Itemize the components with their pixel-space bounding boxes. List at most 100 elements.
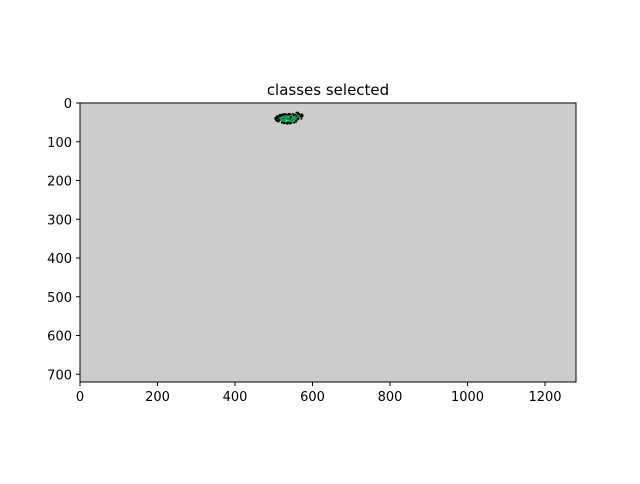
class-pixel <box>284 118 286 121</box>
class-pixel <box>297 116 300 119</box>
y-tick-label: 500 <box>47 291 72 306</box>
class-pixel <box>282 120 285 123</box>
plot-area <box>79 102 577 383</box>
class-pixel <box>292 113 295 115</box>
class-pixel <box>296 116 299 118</box>
class-pixel <box>274 117 276 119</box>
class-pixel <box>278 119 280 121</box>
class-pixel <box>295 111 298 114</box>
class-pixel <box>276 115 278 117</box>
y-tick-label: 700 <box>47 368 72 383</box>
y-tick-label: 600 <box>47 330 72 345</box>
class-pixel <box>293 116 295 118</box>
class-pixel <box>282 118 284 120</box>
class-pixel <box>291 114 294 117</box>
class-pixel <box>298 113 301 115</box>
class-pixel <box>297 111 299 114</box>
class-pixel <box>299 115 302 118</box>
class-pixel <box>289 116 292 118</box>
class-pixel <box>286 113 288 116</box>
x-tick-label: 200 <box>145 390 170 405</box>
x-tick-label: 600 <box>300 390 325 405</box>
plot-frame <box>79 102 577 383</box>
class-pixel <box>298 115 300 118</box>
class-pixel <box>294 114 296 116</box>
x-axis: 0 200 400 600 800 1000 1200 <box>76 382 562 405</box>
class-pixel <box>287 121 290 124</box>
class-pixel <box>278 116 280 118</box>
class-pixel <box>290 114 292 116</box>
class-pixel <box>301 116 303 118</box>
class-pixel <box>297 117 300 120</box>
class-pixel <box>300 118 303 120</box>
class-pixel <box>288 116 291 118</box>
class-pixel <box>289 120 291 122</box>
y-tick-label: 100 <box>47 136 72 151</box>
class-pixel <box>293 122 295 124</box>
class-pixel <box>280 118 282 120</box>
class-pixel <box>282 115 284 118</box>
class-pixel <box>296 118 299 121</box>
class-pixel <box>290 122 292 124</box>
class-pixel <box>286 116 289 118</box>
class-pixel <box>295 118 297 120</box>
class-pixel <box>292 114 295 117</box>
y-tick-label: 0 <box>64 97 72 112</box>
class-pixel <box>290 120 293 123</box>
class-pixel <box>287 118 289 121</box>
y-tick-label: 400 <box>47 252 72 267</box>
class-pixel <box>285 117 288 119</box>
x-tick-label: 1200 <box>528 390 561 405</box>
class-pixel <box>293 119 296 122</box>
class-pixel <box>281 118 283 121</box>
class-pixel <box>283 120 286 122</box>
class-pixel <box>279 114 281 116</box>
class-pixel <box>277 120 279 122</box>
selected-class-region <box>274 111 304 125</box>
class-pixel <box>290 118 293 120</box>
class-pixel <box>295 121 297 123</box>
class-pixel <box>283 122 285 124</box>
class-pixel <box>275 117 278 120</box>
class-pixel <box>284 122 287 124</box>
class-pixel <box>291 119 293 122</box>
x-tick-label: 0 <box>76 390 84 405</box>
class-pixel <box>283 116 285 118</box>
x-tick-label: 400 <box>223 390 248 405</box>
class-pixel <box>283 113 285 115</box>
class-pixel <box>300 113 302 116</box>
class-pixel <box>277 115 280 117</box>
image-background <box>80 103 576 382</box>
class-pixel <box>281 121 283 124</box>
class-pixel <box>290 119 292 121</box>
class-pixel <box>281 113 283 116</box>
class-pixel <box>287 117 290 120</box>
class-pixel <box>282 113 284 116</box>
class-pixel <box>277 117 279 119</box>
class-pixel <box>288 113 290 116</box>
y-tick-label: 200 <box>47 175 72 190</box>
class-pixel <box>295 117 297 119</box>
class-pixel <box>274 118 276 120</box>
class-pixel <box>284 116 287 119</box>
class-pixel <box>286 121 289 124</box>
class-pixel <box>295 119 298 122</box>
class-pixel <box>280 119 282 121</box>
class-pixel <box>294 119 297 122</box>
class-pixel <box>296 113 299 115</box>
class-pixel <box>275 120 278 122</box>
class-pixel <box>294 115 297 118</box>
class-pixel <box>281 116 283 119</box>
y-tick-label: 300 <box>47 213 72 228</box>
class-pixel <box>289 113 291 115</box>
class-pixel <box>284 115 286 117</box>
class-pixel <box>280 115 282 117</box>
class-pixel <box>286 122 288 125</box>
class-pixel <box>292 117 294 120</box>
class-pixel <box>297 114 299 117</box>
class-pixel <box>295 115 298 117</box>
x-tick-label: 800 <box>378 390 403 405</box>
class-pixel <box>299 114 301 117</box>
class-pixel <box>296 117 299 119</box>
